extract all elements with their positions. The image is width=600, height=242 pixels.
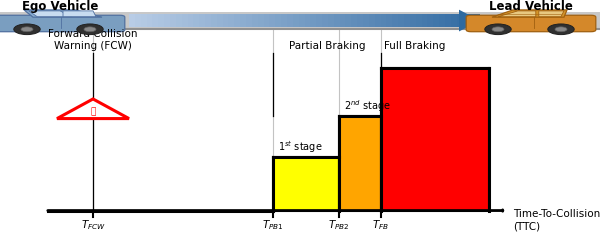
Circle shape (77, 24, 103, 35)
Circle shape (492, 27, 504, 32)
Polygon shape (498, 11, 536, 17)
Bar (182, 14, 187, 27)
Text: Time-To-Collision
(TTC): Time-To-Collision (TTC) (513, 209, 600, 231)
Text: $T_{PB2}$: $T_{PB2}$ (328, 218, 350, 232)
Bar (352, 14, 357, 27)
Bar (439, 14, 445, 27)
Bar (357, 14, 363, 27)
Bar (229, 14, 235, 27)
Bar (287, 14, 293, 27)
Bar (305, 14, 310, 27)
Bar (129, 14, 135, 27)
Bar (199, 14, 205, 27)
Bar (328, 14, 334, 27)
Polygon shape (459, 10, 480, 31)
Bar (463, 14, 469, 27)
Circle shape (555, 27, 567, 32)
Bar (299, 14, 305, 27)
Bar (205, 14, 211, 27)
Bar (273, 157, 339, 211)
Polygon shape (57, 99, 129, 119)
Text: 1$^{st}$ stage: 1$^{st}$ stage (278, 139, 322, 155)
Bar (152, 14, 158, 27)
Bar (346, 14, 352, 27)
Bar (316, 14, 322, 27)
Bar (474, 14, 480, 27)
Bar (246, 14, 252, 27)
Bar (410, 14, 416, 27)
Text: 🚗: 🚗 (91, 107, 95, 117)
Bar (164, 14, 170, 27)
Bar (363, 14, 369, 27)
Bar (427, 14, 433, 27)
Bar (469, 14, 474, 27)
Bar (269, 14, 275, 27)
Bar (240, 14, 246, 27)
Text: Full Braking: Full Braking (384, 41, 445, 51)
Bar (404, 14, 410, 27)
Bar (310, 14, 316, 27)
Bar (176, 14, 182, 27)
Bar (146, 14, 152, 27)
Bar (381, 68, 489, 211)
Text: $T_{FCW}$: $T_{FCW}$ (80, 218, 106, 232)
Text: $T_{PB1}$: $T_{PB1}$ (262, 218, 284, 232)
Circle shape (21, 27, 33, 32)
Bar (252, 14, 258, 27)
Bar (187, 14, 193, 27)
Polygon shape (539, 11, 564, 17)
Bar (135, 14, 140, 27)
Bar (386, 14, 392, 27)
Bar (422, 14, 427, 27)
Text: Forward Collision
Warning (FCW): Forward Collision Warning (FCW) (48, 29, 138, 51)
Bar (223, 14, 229, 27)
FancyBboxPatch shape (466, 15, 596, 32)
Polygon shape (492, 10, 567, 17)
Bar (281, 14, 287, 27)
FancyBboxPatch shape (0, 15, 125, 32)
Circle shape (14, 24, 40, 35)
Bar (416, 14, 422, 27)
Bar (158, 14, 164, 27)
Bar (445, 14, 451, 27)
Bar (380, 14, 386, 27)
Polygon shape (63, 11, 96, 17)
Bar (334, 14, 340, 27)
Circle shape (485, 24, 511, 35)
Text: Ego Vehicle: Ego Vehicle (22, 0, 98, 13)
Bar (322, 14, 328, 27)
Bar (392, 14, 398, 27)
Bar (451, 14, 457, 27)
Text: $T_{FB}$: $T_{FB}$ (373, 218, 389, 232)
Bar (193, 14, 199, 27)
Bar (140, 14, 146, 27)
Bar (339, 116, 381, 211)
Bar (275, 14, 281, 27)
Bar (217, 14, 223, 27)
Bar (235, 14, 240, 27)
Bar (211, 14, 217, 27)
Polygon shape (29, 11, 72, 17)
Bar (375, 14, 380, 27)
Bar (457, 14, 463, 27)
Bar (433, 14, 439, 27)
Bar (170, 14, 176, 27)
Bar (0, 12, 600, 29)
Circle shape (548, 24, 574, 35)
Text: 2$^{nd}$ stage: 2$^{nd}$ stage (344, 98, 391, 114)
Bar (258, 14, 263, 27)
Polygon shape (24, 10, 102, 17)
Circle shape (84, 27, 96, 32)
Bar (263, 14, 269, 27)
Text: Lead Vehicle: Lead Vehicle (489, 0, 573, 13)
Bar (398, 14, 404, 27)
Text: Partial Braking: Partial Braking (289, 41, 365, 51)
Bar (340, 14, 346, 27)
Bar (293, 14, 299, 27)
Bar (369, 14, 375, 27)
